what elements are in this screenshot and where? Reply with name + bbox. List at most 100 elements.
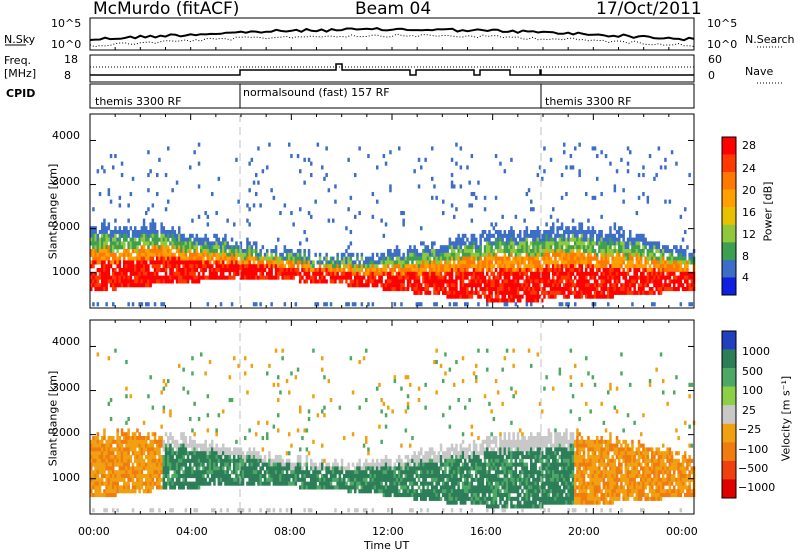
heatmap-cell bbox=[90, 458, 93, 463]
heatmap-cell bbox=[140, 485, 144, 490]
heatmap-cell bbox=[512, 294, 515, 299]
heatmap-cell bbox=[103, 169, 106, 174]
heatmap-cell bbox=[235, 241, 238, 246]
heatmap-cell bbox=[525, 245, 529, 250]
heatmap-cell bbox=[472, 241, 476, 246]
heatmap-cell bbox=[455, 275, 458, 280]
heatmap-cell bbox=[149, 249, 152, 254]
heatmap-cell bbox=[123, 233, 126, 238]
heatmap-cell bbox=[453, 214, 456, 219]
heatmap-cell bbox=[208, 249, 212, 254]
heatmap-cell bbox=[244, 474, 247, 479]
heatmap-cell bbox=[138, 302, 141, 307]
heatmap-cell bbox=[158, 237, 161, 242]
heatmap-cell bbox=[329, 477, 333, 482]
heatmap-cell bbox=[488, 230, 491, 235]
heatmap-cell bbox=[635, 268, 639, 273]
heatmap-cell bbox=[514, 260, 518, 265]
heatmap-cell bbox=[503, 230, 507, 235]
heatmap-cell bbox=[347, 260, 350, 265]
heatmap-cell bbox=[303, 477, 306, 482]
heatmap-cell bbox=[202, 264, 205, 269]
heatmap-cell bbox=[545, 264, 548, 269]
heatmap-cell bbox=[549, 214, 553, 219]
heatmap-cell bbox=[406, 271, 410, 276]
heatmap-cell bbox=[153, 447, 157, 452]
heatmap-cell bbox=[653, 245, 656, 250]
heatmap-cell bbox=[334, 485, 337, 490]
heatmap-cell bbox=[180, 237, 183, 242]
heatmap-cell bbox=[393, 283, 397, 288]
heatmap-cell bbox=[367, 279, 370, 284]
heatmap-cell bbox=[475, 275, 478, 280]
heatmap-cell bbox=[464, 260, 467, 265]
heatmap-cell bbox=[184, 249, 188, 254]
heatmap-cell bbox=[279, 271, 282, 276]
heatmap-cell bbox=[268, 271, 271, 276]
heatmap-cell bbox=[94, 283, 97, 288]
heatmap-cell bbox=[105, 477, 108, 482]
heatmap-cell bbox=[248, 268, 251, 273]
heatmap-cell bbox=[142, 271, 146, 276]
heatmap-cell bbox=[138, 237, 141, 242]
heatmap-cell bbox=[635, 241, 639, 246]
heatmap-cell bbox=[356, 466, 359, 471]
heatmap-cell bbox=[609, 230, 612, 235]
heatmap-cell bbox=[391, 287, 394, 292]
heatmap-cell bbox=[433, 290, 436, 295]
heatmap-cell bbox=[411, 264, 414, 269]
heatmap-cell bbox=[571, 290, 575, 295]
heatmap-cell bbox=[230, 398, 234, 403]
heatmap-cell bbox=[455, 294, 458, 299]
heatmap-cell bbox=[637, 290, 641, 295]
heatmap-cell bbox=[127, 302, 130, 307]
heatmap-cell bbox=[686, 245, 689, 250]
heatmap-cell bbox=[290, 211, 293, 216]
heatmap-cell bbox=[439, 260, 443, 265]
heatmap-cell bbox=[362, 264, 366, 269]
heatmap-cell bbox=[343, 436, 346, 441]
heatmap-cell bbox=[523, 237, 526, 242]
heatmap-cell bbox=[162, 279, 166, 284]
heatmap-cell bbox=[576, 256, 579, 261]
heatmap-cell bbox=[145, 252, 148, 257]
heatmap-cell bbox=[197, 455, 201, 460]
heatmap-cell bbox=[310, 477, 313, 482]
heatmap-cell bbox=[147, 230, 150, 235]
heatmap-cell bbox=[433, 302, 436, 307]
heatmap-cell bbox=[197, 256, 201, 261]
heatmap-cell bbox=[204, 233, 207, 238]
heatmap-cell bbox=[191, 466, 194, 471]
heatmap-cell bbox=[213, 447, 216, 452]
heatmap-cell bbox=[206, 458, 210, 463]
heatmap-cell bbox=[103, 470, 106, 475]
heatmap-cell bbox=[96, 432, 100, 437]
heatmap-cell bbox=[417, 302, 421, 307]
heatmap-cell bbox=[642, 287, 645, 292]
heatmap-cell bbox=[147, 188, 150, 193]
heatmap-cell bbox=[151, 237, 155, 242]
heatmap-cell bbox=[571, 249, 575, 254]
heatmap-cell bbox=[554, 233, 557, 238]
heatmap-cell bbox=[369, 260, 372, 265]
heatmap-cell bbox=[325, 477, 328, 482]
heatmap-cell bbox=[131, 245, 135, 250]
heatmap-cell bbox=[662, 260, 665, 265]
heatmap-cell bbox=[442, 290, 445, 295]
heatmap-cell bbox=[96, 481, 100, 486]
heatmap-cell bbox=[222, 249, 225, 254]
heatmap-cell bbox=[446, 294, 449, 299]
heatmap-cell bbox=[290, 154, 293, 159]
heatmap-cell bbox=[415, 252, 419, 257]
heatmap-cell bbox=[182, 436, 185, 441]
heatmap-cell bbox=[325, 264, 328, 269]
heatmap-cell bbox=[376, 271, 379, 276]
heatmap-cell bbox=[637, 275, 641, 280]
heatmap-cell bbox=[195, 249, 199, 254]
heatmap-cell bbox=[248, 477, 251, 482]
heatmap-cell bbox=[184, 279, 188, 284]
heatmap-cell bbox=[241, 275, 245, 280]
heatmap-cell bbox=[563, 264, 566, 269]
heatmap-cell bbox=[255, 451, 258, 456]
heatmap-cell bbox=[105, 287, 108, 292]
